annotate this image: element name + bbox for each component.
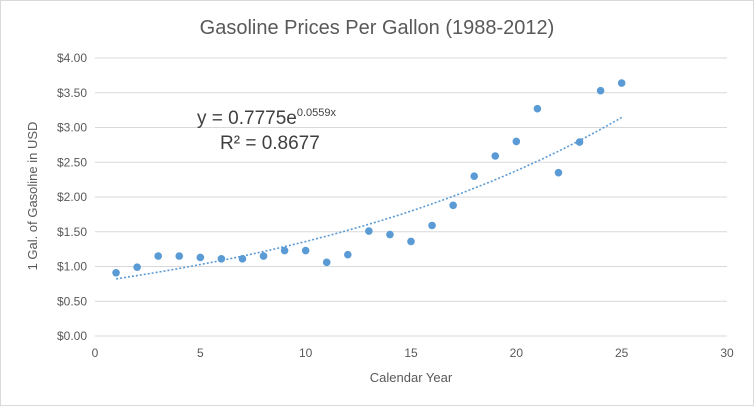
y-tick-label: $0.00: [57, 329, 87, 343]
x-tick-label: 20: [510, 346, 524, 360]
y-axis-ticks: $0.00 $0.50 $1.00 $1.50 $2.00 $2.50 $3.00 $3.50…: [57, 51, 87, 343]
x-tick-label: 5: [197, 346, 204, 360]
x-tick-label: 10: [299, 346, 313, 360]
y-tick-label: $2.50: [57, 155, 87, 169]
data-point: [259, 252, 268, 260]
trendline-r-squared: R² = 0.8677: [220, 133, 320, 154]
data-point: [217, 255, 226, 263]
data-point: [322, 258, 331, 267]
data-point: [301, 246, 310, 255]
x-tick-label: 30: [720, 346, 734, 360]
data-point: [238, 255, 247, 263]
x-axis-ticks: 0 5 10 15 20 25 30: [92, 346, 734, 360]
data-point: [533, 104, 542, 113]
x-axis-title: Calendar Year: [370, 370, 453, 385]
data-point: [428, 221, 436, 230]
data-point: [280, 246, 289, 255]
x-tick-label: 15: [404, 346, 418, 360]
data-point: [407, 237, 415, 246]
data-point: [344, 250, 352, 259]
x-tick-label: 25: [615, 346, 629, 360]
trendline-equation-base: y = 0.7775e: [197, 108, 297, 129]
data-points: [112, 79, 626, 277]
data-point: [491, 152, 500, 160]
chart-title: Gasoline Prices Per Gallon (1988-2012): [200, 17, 555, 39]
data-point: [154, 252, 162, 260]
trendline-equation: y = 0.7775e0.0559x: [197, 107, 336, 129]
data-point: [470, 172, 479, 180]
x-tick-label: 0: [92, 346, 99, 360]
y-tick-label: $1.00: [57, 260, 87, 274]
data-point: [512, 137, 521, 146]
trendline-equation-exponent: 0.0559x: [297, 107, 337, 119]
trendline-group: [115, 116, 623, 280]
data-point: [112, 268, 120, 277]
data-point: [575, 138, 584, 146]
y-axis-title: 1 Gal. of Gasoline in USD: [25, 122, 40, 271]
data-point: [365, 227, 373, 235]
data-point: [133, 263, 141, 271]
data-point: [386, 230, 394, 239]
y-tick-label: $3.00: [57, 121, 87, 135]
y-tick-label: $4.00: [57, 51, 87, 65]
data-point: [554, 168, 563, 177]
data-point: [196, 253, 205, 262]
y-tick-label: $3.50: [57, 86, 87, 100]
y-tick-label: $1.50: [57, 225, 87, 239]
data-point: [617, 79, 626, 87]
gridlines: [95, 57, 727, 337]
exponential-trendline: [115, 116, 623, 280]
y-tick-label: $0.50: [57, 294, 87, 308]
y-tick-label: $2.00: [57, 190, 87, 204]
data-point: [596, 86, 605, 95]
data-point: [449, 201, 457, 210]
data-point: [175, 252, 184, 260]
